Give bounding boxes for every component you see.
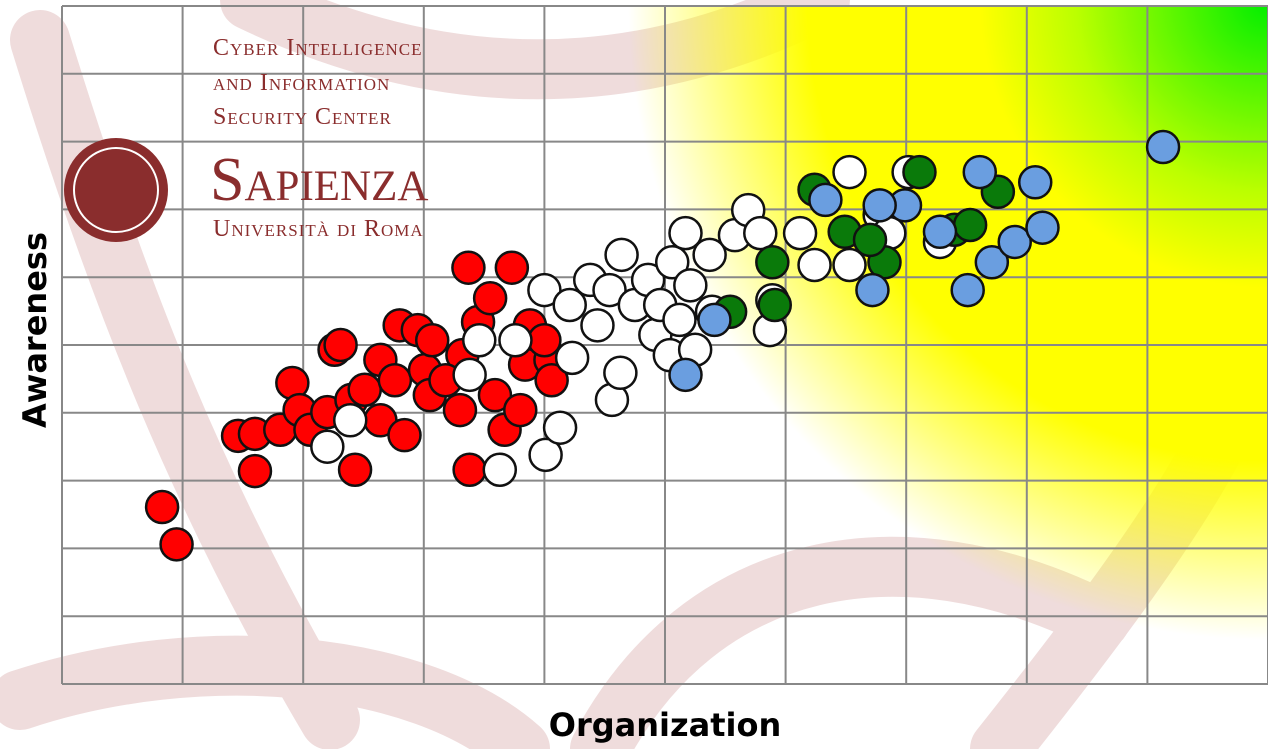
point	[494, 250, 530, 285]
point	[527, 272, 562, 308]
point	[852, 222, 888, 258]
point	[542, 410, 578, 445]
point	[144, 489, 180, 525]
point	[472, 280, 508, 316]
point	[952, 207, 988, 243]
point	[332, 403, 368, 438]
point	[477, 377, 513, 413]
point	[554, 340, 590, 376]
logo-name: Sapienza	[210, 146, 428, 214]
point	[962, 154, 998, 190]
point	[503, 392, 538, 428]
point	[580, 308, 615, 343]
point	[237, 453, 273, 489]
point	[451, 250, 486, 285]
logo-subtitle: Università di Roma	[213, 216, 424, 242]
logo-seal	[64, 138, 168, 242]
point	[668, 357, 703, 393]
point	[452, 452, 487, 488]
point	[654, 245, 690, 280]
point	[950, 272, 985, 308]
point	[808, 182, 843, 218]
point	[673, 268, 708, 303]
y-axis-title: Awareness	[16, 232, 54, 428]
point	[1017, 165, 1053, 200]
point	[697, 302, 732, 338]
point	[603, 355, 638, 391]
point	[414, 323, 450, 358]
logo-seal-ring	[73, 147, 159, 233]
point	[797, 247, 832, 283]
point	[387, 417, 422, 453]
point	[997, 224, 1032, 260]
point	[498, 323, 533, 358]
point	[592, 272, 627, 308]
point	[1145, 129, 1181, 165]
points	[144, 129, 1181, 562]
logo: Cyber Intelligence and Information Secur…	[64, 35, 428, 242]
point	[337, 452, 373, 488]
point	[692, 237, 727, 273]
point	[902, 154, 937, 190]
point	[310, 429, 345, 464]
point	[534, 363, 569, 398]
point	[377, 363, 413, 398]
point	[323, 327, 358, 363]
point	[743, 215, 778, 251]
point	[462, 323, 497, 358]
point	[347, 372, 382, 407]
point	[604, 237, 639, 273]
point	[755, 245, 790, 280]
point	[159, 527, 194, 562]
x-axis-title: Organization	[549, 706, 781, 744]
point	[482, 452, 518, 488]
point	[782, 215, 818, 251]
point	[552, 287, 587, 323]
point	[527, 323, 562, 358]
logo-line: Security Center	[213, 104, 392, 130]
point	[922, 214, 958, 250]
point	[1025, 210, 1060, 245]
point	[855, 272, 890, 308]
point	[452, 357, 487, 393]
point	[442, 392, 478, 428]
point	[668, 215, 703, 251]
point	[862, 188, 897, 223]
point	[662, 302, 697, 338]
point	[974, 245, 1010, 280]
point	[832, 154, 867, 190]
point	[528, 437, 563, 473]
point	[757, 287, 792, 323]
logo-line: and Information	[213, 70, 390, 96]
logo-line: Cyber Intelligence	[213, 35, 422, 61]
point	[832, 247, 867, 283]
